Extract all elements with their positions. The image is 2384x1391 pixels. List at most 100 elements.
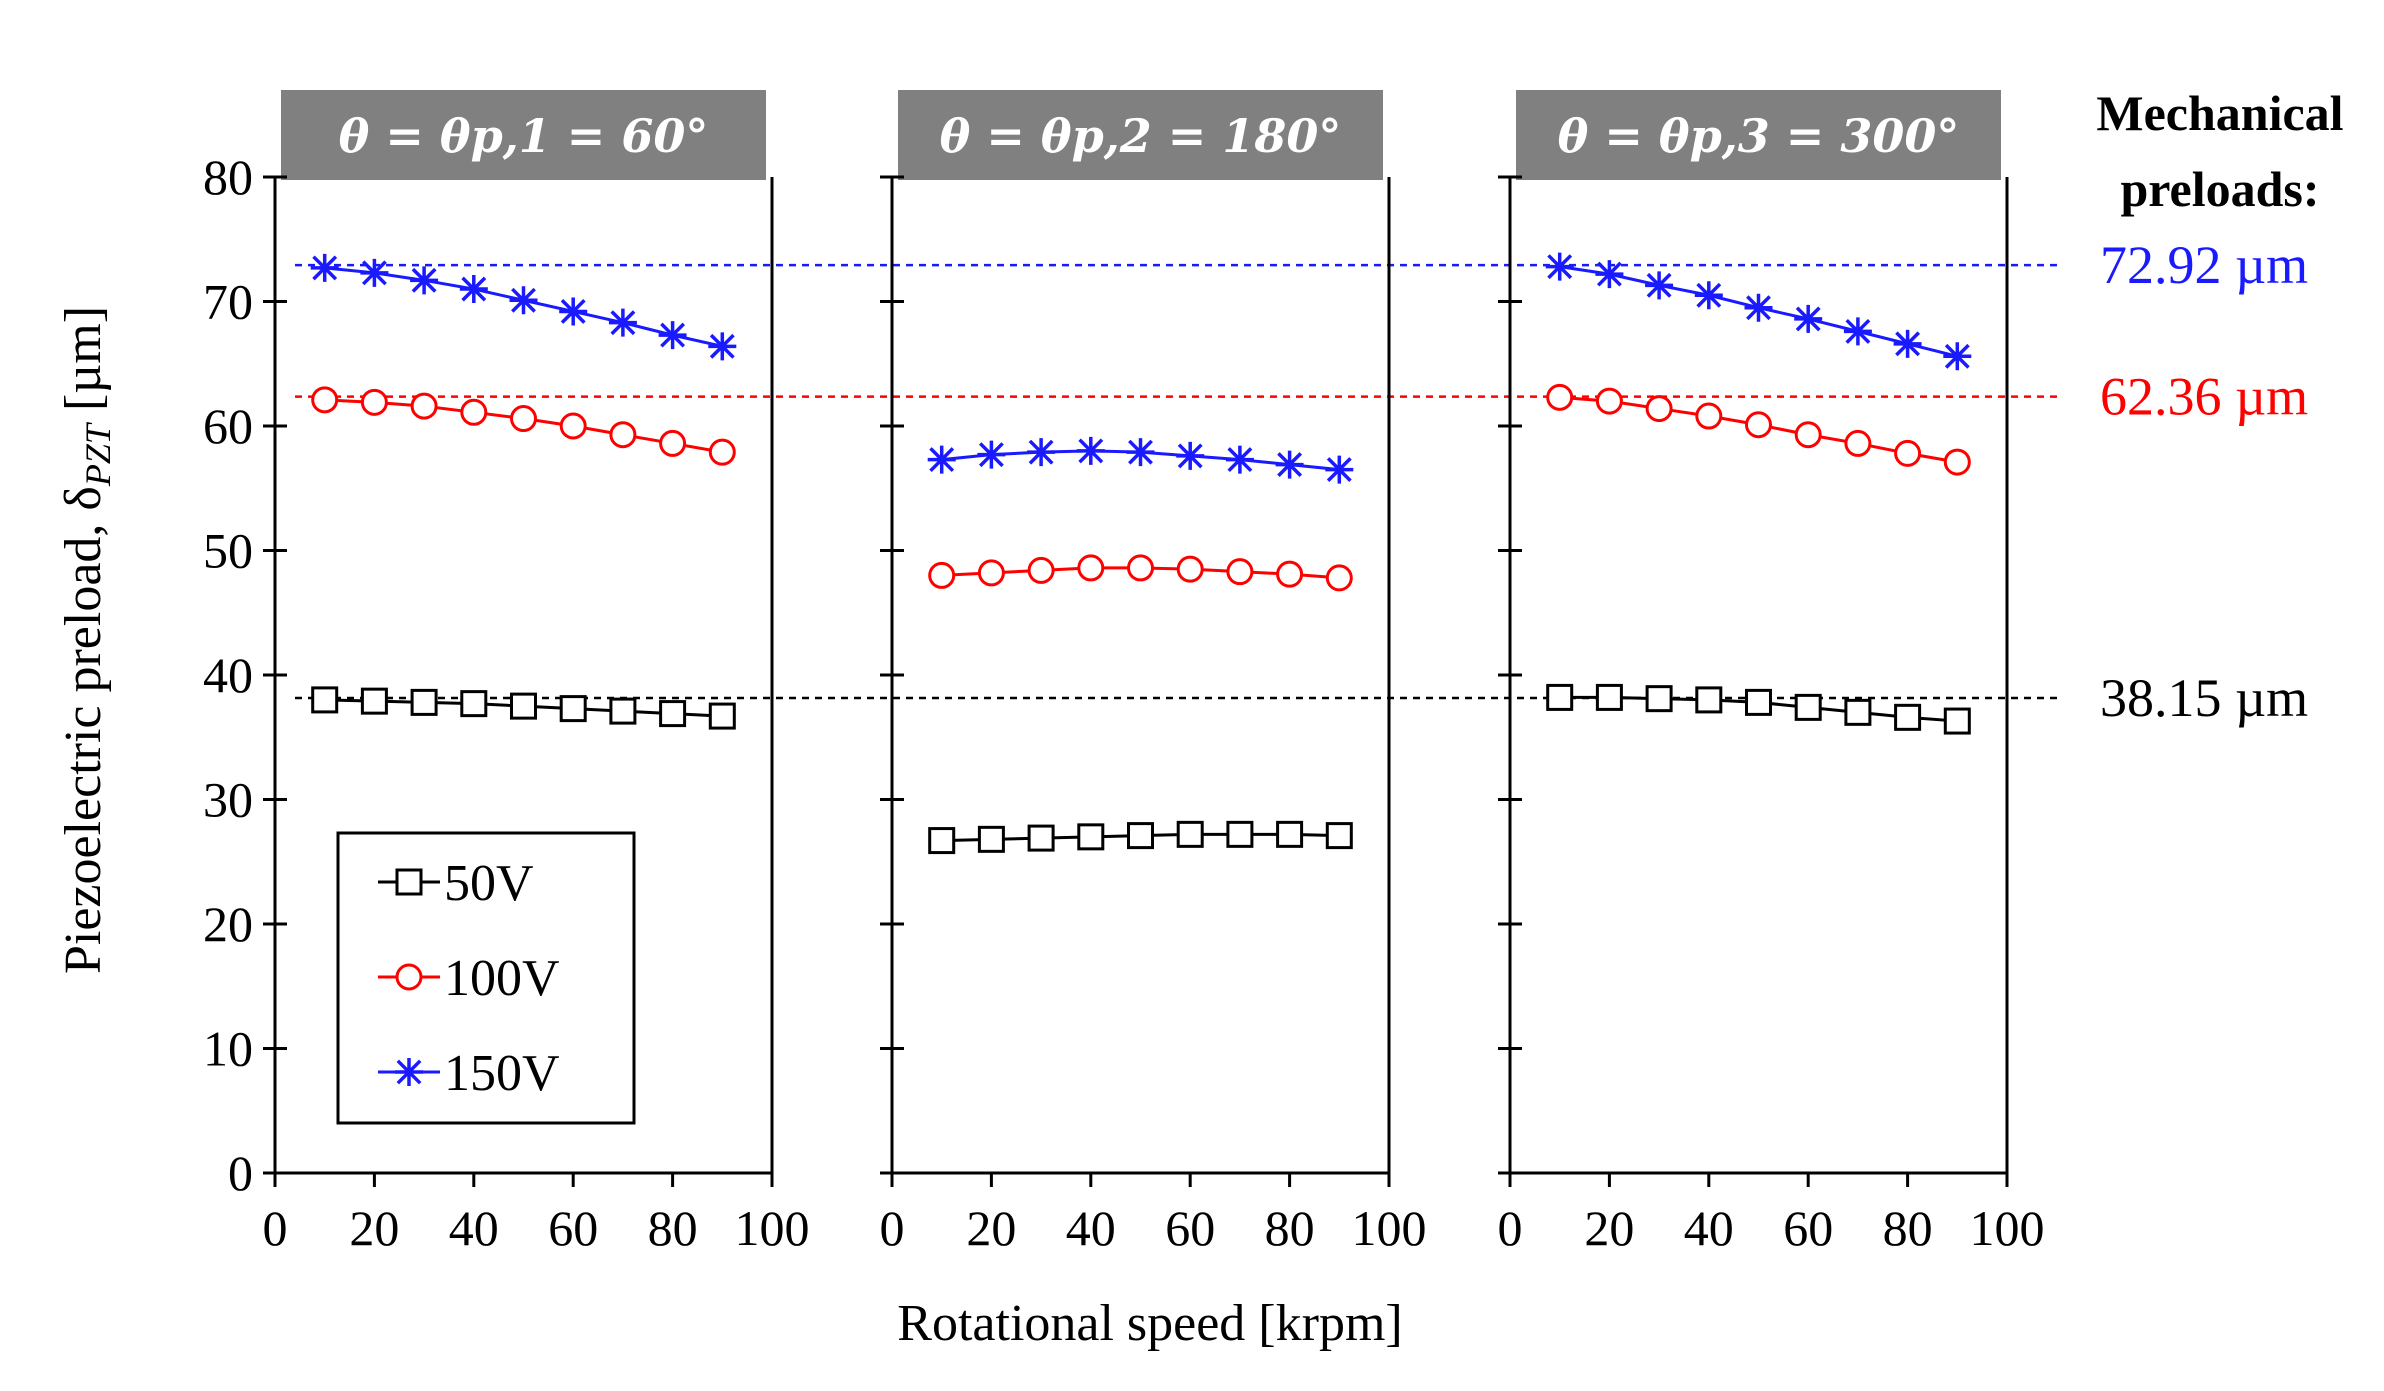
data-point-150V [1744,293,1773,322]
panel-title-box [898,90,1383,180]
data-point-150V [977,440,1006,469]
data-point-100V [460,398,488,426]
data-point-50V [977,825,1005,853]
x-tick-label: 80 [648,1200,698,1256]
data-point-150V [1545,252,1574,281]
data-point-100V [1943,448,1971,476]
panel-title-box [1516,90,2001,180]
data-point-150V [1794,304,1823,333]
y-tick-label: 60 [203,398,253,454]
data-point-100V [1077,554,1105,582]
data-point-50V [410,688,438,716]
data-point-50V [1176,820,1204,848]
data-point-50V [1794,693,1822,721]
legend-label-50V: 50V [444,855,534,912]
data-point-50V [1027,824,1055,852]
legend-label-150V: 150V [444,1045,560,1102]
data-point-150V [1325,455,1354,484]
data-point-150V [1843,317,1872,346]
data-point-150V [1275,450,1304,479]
panel-title: θ = θp,1 = 60° [339,109,709,163]
reference-label-2: 38.15 µm [2100,668,2308,728]
data-point-50V [1127,822,1154,850]
data-point-150V [509,286,538,315]
y-tick-label: 10 [203,1021,253,1077]
data-point-100V [1027,556,1055,584]
x-tick-label: 40 [1684,1200,1734,1256]
data-point-100V [928,561,956,589]
data-point-150V [360,258,389,287]
y-axis-title-subscript: PZT [78,421,118,487]
data-point-100V [1894,439,1922,467]
y-tick-label: 80 [203,149,253,205]
panel-title: θ = θp,2 = 180° [940,109,1342,163]
data-point-150V [559,297,588,326]
data-point-100V [1595,387,1623,415]
data-point-100V [708,438,736,466]
y-tick-label: 0 [228,1145,253,1201]
data-point-50V [460,690,488,718]
panel-title: θ = θp,3 = 300° [1558,109,1960,163]
x-tick-label: 40 [449,1200,499,1256]
data-point-50V [609,697,637,725]
data-point-50V [360,687,388,715]
panel-2: θ = θp,2 = 180° 0 20 40 60 80 100 [880,90,1427,1256]
panel-1: θ = θp,1 = 60° 0 10 20 30 40 50 60 70 80 0 20 40 60 80… [203,90,810,1256]
x-tick-label: 0 [880,1200,905,1256]
data-point-150V [658,321,687,350]
data-point-100V [1745,411,1772,439]
data-point-50V [928,827,956,855]
data-point-150V [1076,436,1105,465]
data-point-100V [559,412,587,440]
data-point-50V [1325,822,1353,850]
x-tick-label: 100 [735,1200,810,1256]
y-tick-label: 40 [203,647,253,703]
y-axis-title-main: Piezoelectric preload, δ [55,486,112,974]
panel-3: θ = θp,3 = 300° 0 20 40 60 80 100 [1498,90,2045,1256]
x-tick-label: 80 [1265,1200,1315,1256]
data-point-100V [1176,555,1204,583]
x-tick-label: 0 [263,1200,288,1256]
data-point-50V [1645,685,1673,713]
data-point-150V [1176,441,1205,470]
data-point-150V [608,308,637,337]
x-tick-label: 60 [1783,1200,1833,1256]
data-point-100V [1325,564,1353,592]
data-point-50V [559,695,587,723]
preloads-heading-line-1: Mechanical [2096,85,2343,141]
data-point-50V [1546,683,1574,711]
data-point-100V [510,405,537,433]
data-point-100V [1695,402,1723,430]
data-point-50V [1844,698,1872,726]
x-tick-label: 100 [1970,1200,2045,1256]
x-tick-label: 40 [1066,1200,1116,1256]
legend-marker-50V [395,868,423,896]
x-tick-label: 80 [1883,1200,1933,1256]
data-point-150V [708,332,737,361]
data-point-50V [1894,703,1922,731]
data-point-100V [360,388,388,416]
legend-label-100V: 100V [444,950,560,1007]
data-point-150V [459,275,488,304]
data-point-50V [311,686,339,714]
x-tick-label: 0 [1498,1200,1523,1256]
legend-marker-100V [395,963,423,991]
data-point-50V [1745,688,1772,716]
x-tick-label: 60 [1165,1200,1215,1256]
data-point-150V [410,266,439,295]
data-point-100V [977,559,1005,587]
data-point-100V [410,392,438,420]
y-tick-label: 20 [203,896,253,952]
y-tick-label: 30 [203,772,253,828]
data-point-150V [1225,445,1254,474]
data-point-150V [1645,271,1674,300]
x-tick-label: 100 [1352,1200,1427,1256]
data-point-150V [1943,342,1972,371]
x-tick-label: 20 [349,1200,399,1256]
data-point-100V [1645,395,1673,423]
reference-labels: 72.92 µm 62.36 µm 38.15 µm [2100,235,2308,728]
y-axis-title: Piezoelectric preload, δPZT [µm] [55,306,118,974]
data-point-50V [1077,823,1105,851]
data-point-100V [311,386,339,414]
